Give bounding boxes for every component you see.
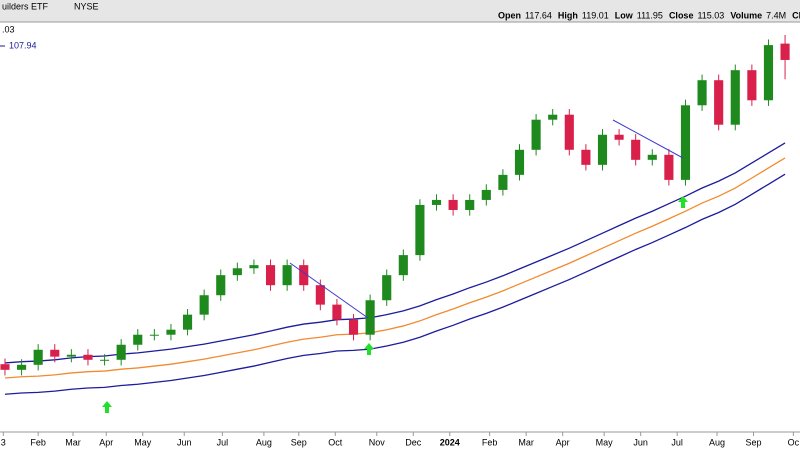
header-value: 117.64 [525, 10, 552, 20]
x-tick-label: Apr [99, 437, 113, 447]
candle-body [348, 319, 359, 335]
candle-body [182, 314, 193, 330]
candle-body [664, 154, 674, 180]
etf-name: uilders ETF [2, 1, 49, 11]
x-tick-label: Dec [405, 437, 422, 447]
signal-arrow [678, 196, 688, 208]
x-tick-label: Mar [518, 437, 534, 447]
candle-body [548, 114, 558, 120]
x-tick-label: Sep [291, 437, 307, 447]
x-tick-label: 3 [1, 437, 6, 447]
x-tick-label: Aug [709, 437, 725, 447]
candle-body [116, 344, 126, 360]
candle-body [199, 295, 209, 315]
signal-arrow [102, 401, 112, 413]
header-value: 115.03 [697, 10, 724, 20]
trendline [289, 262, 369, 319]
candle-body [498, 174, 508, 190]
signal-arrow [364, 343, 374, 355]
candle-body [100, 359, 110, 361]
x-tick-label: Mar [65, 437, 81, 447]
x-tick-label: Apr [556, 437, 570, 447]
candle-body [415, 204, 425, 256]
x-tick-label: May [596, 437, 614, 447]
trendline [612, 119, 684, 159]
candle-body [714, 80, 724, 125]
header-label: Volume [730, 10, 762, 20]
candle-body [581, 149, 591, 165]
candle-body [680, 105, 691, 180]
candle-body [299, 265, 309, 286]
legend-price: .03 [2, 24, 15, 34]
legend-band-value: 107.94 [9, 40, 37, 50]
x-tick-label: Nov [369, 437, 386, 447]
candle-body [747, 70, 757, 101]
candle-body [514, 149, 525, 175]
header-label: Close [669, 10, 694, 20]
candle-body [631, 139, 641, 160]
candle-body [249, 265, 259, 269]
candle-body [465, 199, 475, 210]
header-value: 119.01 [582, 10, 609, 20]
candle-body [315, 285, 325, 305]
candle-body [448, 199, 458, 210]
candle-body [0, 364, 10, 370]
candle-body [382, 275, 392, 301]
candle-body [33, 349, 43, 365]
candle-body [431, 199, 442, 205]
header-label: Open [498, 10, 521, 20]
x-tick-label: Feb [30, 437, 46, 447]
exchange: NYSE [74, 1, 99, 11]
x-tick-label: May [134, 437, 152, 447]
candle-body [780, 43, 790, 60]
candle-body [232, 268, 242, 276]
x-tick-label: Feb [482, 437, 498, 447]
x-tick-label: Oc [788, 437, 800, 447]
candle-body [564, 114, 574, 150]
header-value: 111.95 [637, 10, 663, 20]
header-bar [0, 0, 800, 22]
candle-body [265, 265, 276, 286]
candle-body [83, 354, 93, 360]
candle-body [166, 329, 176, 335]
candle-body [730, 70, 740, 125]
candle-body [282, 265, 292, 286]
candle-body [17, 364, 27, 370]
candle-body [365, 300, 375, 335]
x-tick-label: Jun [633, 437, 648, 447]
x-tick-label: Sep [746, 437, 762, 447]
ohlc-header: Open 117.64 High 119.01 Low 111.95 Close 115.03… [498, 10, 800, 20]
x-tick-label: Jul [671, 437, 683, 447]
candle-body [481, 189, 491, 200]
candle-body [50, 349, 60, 357]
x-tick-label: Jun [177, 437, 192, 447]
header-label: High [558, 10, 578, 20]
candle-body [614, 134, 624, 140]
band-line [4, 157, 786, 379]
band-line [4, 173, 786, 395]
candle-body [763, 45, 774, 101]
candle-body [216, 275, 226, 296]
candle-body [531, 119, 541, 150]
plot: 3 Feb Mar Apr May Jun Jul Aug Sep Oct Nov Dec 2024 Fe… [0, 35, 800, 447]
x-tick-label: Aug [256, 437, 272, 447]
candle-body [597, 134, 608, 165]
candle-body [697, 80, 707, 106]
header-value: 7.4M [766, 10, 786, 20]
x-tick-label: Oct [328, 437, 343, 447]
header-label: Ch [792, 10, 800, 20]
band-line [4, 142, 786, 364]
x-tick-label: 2024 [440, 437, 460, 447]
candle-body [332, 304, 342, 320]
candle-body [133, 334, 143, 345]
x-tick-label: Jul [217, 437, 229, 447]
candle-body [398, 255, 408, 276]
header-label: Low [615, 10, 634, 20]
candle-body [149, 334, 159, 336]
candle-body [647, 154, 657, 160]
candle-body [66, 354, 76, 357]
